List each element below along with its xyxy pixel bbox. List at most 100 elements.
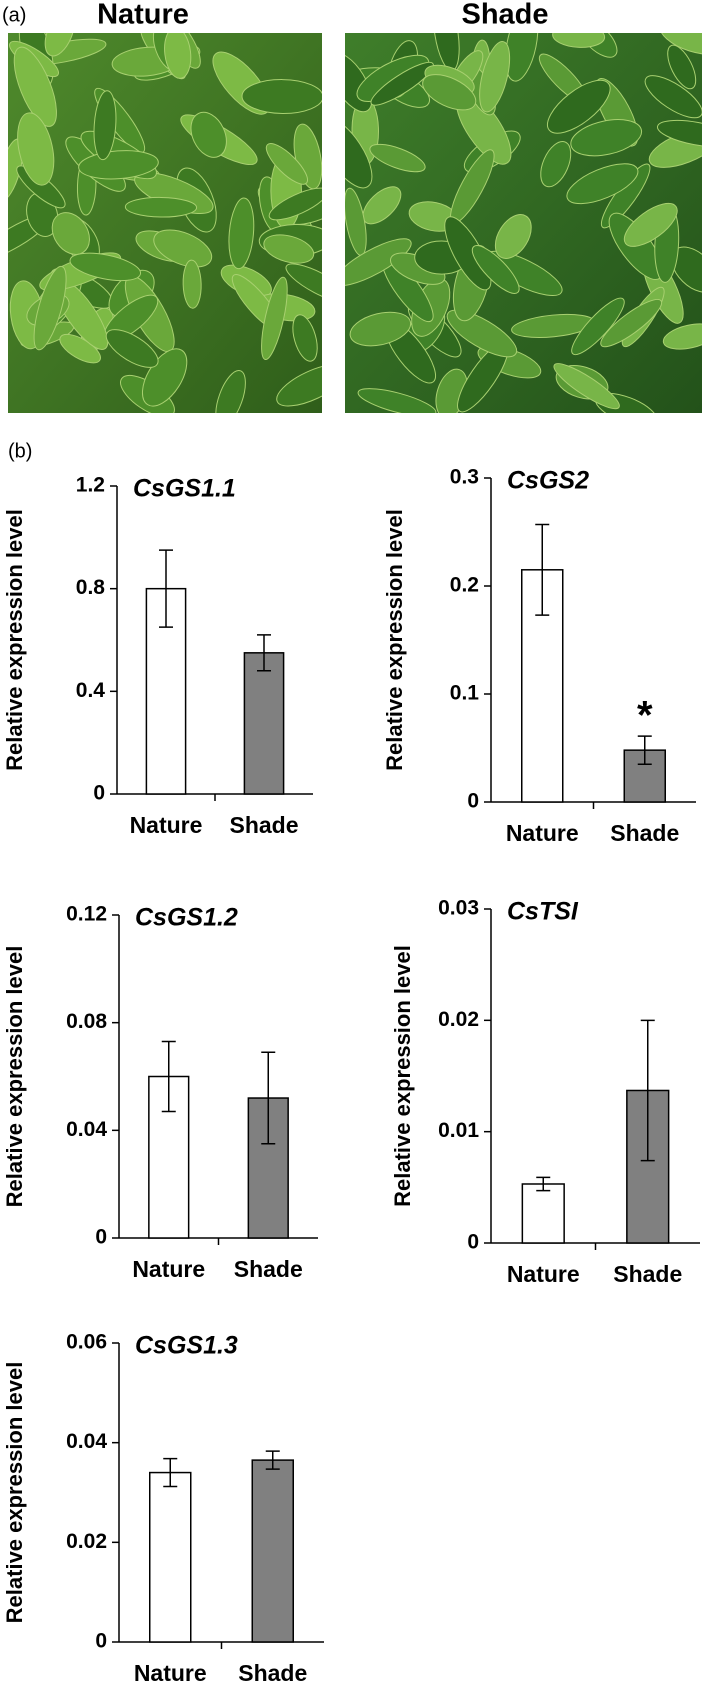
leaf [357,388,437,413]
leaf [153,229,213,268]
y-tick-label: 0 [95,1630,107,1653]
x-tick-label: Shade [613,1261,682,1287]
error-bar [637,735,652,765]
y-tick-label: 0 [467,1231,479,1254]
y-tick-label: 0.02 [66,1530,107,1553]
y-axis-label: Relative expression level [382,509,407,771]
leaf [228,197,255,270]
leaf [261,276,288,361]
leaf [446,309,518,358]
leaf [215,370,246,413]
x-tick-label: Shade [229,812,298,838]
leaf [570,119,643,157]
leaf [505,33,539,82]
leaf [51,212,90,255]
leaf [105,329,159,368]
error-bar [535,523,550,616]
panel-label: (a) [2,4,26,26]
bar [521,1183,565,1244]
leaves [345,33,702,413]
x-tick-label: Nature [132,1256,205,1282]
leaf [479,41,511,113]
y-tick-label: 0 [467,790,479,813]
error-bar [536,1176,551,1192]
leaf [345,117,373,189]
chart-title: CsGS1.2 [135,904,238,932]
y-tick-label: 0.04 [66,1118,107,1141]
leaf [241,79,322,114]
y-tick-label: 0.1 [450,682,480,705]
leaf [349,311,412,347]
leaf [268,187,322,221]
leaf [659,33,702,55]
leaf [190,111,227,158]
error-bar [640,1019,655,1162]
leaf [644,75,702,119]
bar [149,1471,192,1643]
x-tick-label: Shade [610,820,679,846]
chart-title: CsGS1.3 [135,1332,238,1360]
error-bar [159,549,173,628]
x-tick-label: Nature [507,1261,580,1287]
y-tick-label: 0.08 [66,1010,107,1033]
leaf [182,259,202,309]
leaf [471,245,520,294]
y-tick-label: 0.04 [66,1430,107,1453]
error-bar [261,1051,276,1145]
leaf [370,61,434,106]
x-tick-label: Nature [506,820,579,846]
leaf [494,214,532,259]
leaf [547,79,611,134]
y-tick-label: 0.03 [438,897,479,920]
leaf [164,33,192,79]
leaf [78,150,159,180]
error-bar [257,634,271,672]
bar [251,1459,294,1643]
chart-title: CsTSI [507,898,579,926]
bar [145,587,187,795]
leaf [345,238,412,286]
leaf [263,234,315,264]
bar [243,652,285,795]
leaf [13,46,57,127]
significance-mark: * [637,694,653,738]
error-bar [161,1040,176,1113]
y-tick-label: 0.01 [438,1119,479,1142]
y-tick-label: 0.3 [450,466,479,489]
leaf [17,112,55,186]
leaf [553,363,620,410]
y-axis-label: Relative expression level [2,509,27,771]
y-tick-label: 0.06 [66,1331,107,1354]
x-tick-label: Shade [238,1660,307,1686]
leaf [623,202,678,247]
y-tick-label: 0.02 [438,1008,479,1031]
leaf [600,298,663,348]
chart-title: CsGS2 [507,467,589,495]
y-tick-label: 0.2 [450,574,479,597]
x-tick-label: Nature [134,1660,207,1686]
leaf [285,263,322,304]
error-bar [265,1450,280,1470]
leaf [292,314,318,362]
leaf [540,141,572,188]
leaf [265,143,308,185]
y-tick-label: 0 [95,1226,107,1249]
y-axis-label: Relative expression level [390,945,415,1207]
y-tick-label: 0 [93,782,105,805]
y-tick-label: 0.4 [76,679,106,702]
leaf [276,363,322,407]
photo-label: Shade [461,0,548,31]
chart-title: CsGS1.1 [133,475,236,503]
y-tick-label: 0.8 [76,576,106,599]
leaf [656,119,702,148]
x-tick-label: Shade [234,1256,303,1282]
leaf [566,163,639,205]
panel-label: (b) [8,440,32,462]
y-axis-label: Relative expression level [2,1362,27,1624]
leaf [662,323,702,350]
y-tick-label: 1.2 [76,474,105,497]
leaf [124,196,198,218]
photo-label: Nature [97,0,189,31]
leaves [8,33,322,413]
